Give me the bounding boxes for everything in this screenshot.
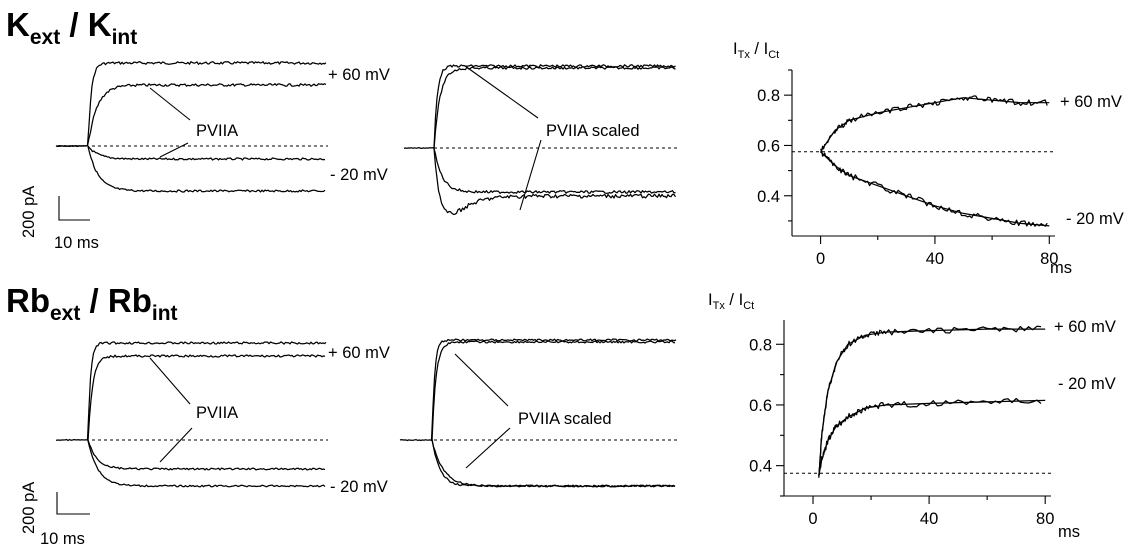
k-scaled-trace-plus60-control bbox=[403, 64, 676, 150]
ylabel-sep: / bbox=[725, 291, 739, 309]
rb-ratio-chart: ITx / ICt ms + 60 mV - 20 mV 0.40.60.80 4… bbox=[708, 291, 1116, 541]
k-scale-x-label: 10 ms bbox=[54, 234, 99, 252]
panel-k-title: Kext / Kint bbox=[6, 6, 137, 49]
series-fit-1 bbox=[820, 151, 1050, 227]
k-ratio-series-label-plus60: + 60 mV bbox=[1060, 93, 1122, 111]
ylabel-main-2: I bbox=[739, 291, 744, 309]
rb-raw-trace-minus20-control bbox=[87, 440, 326, 488]
k-scaled-trace-plus60-pviia bbox=[433, 66, 676, 150]
x-tick-label: 80 bbox=[1040, 250, 1058, 268]
k-raw-traces: PVIIA + 60 mV - 20 mV bbox=[55, 61, 390, 193]
rb-raw-traces: PVIIA + 60 mV - 20 mV bbox=[55, 341, 390, 496]
x-tick-label: 0 bbox=[808, 510, 817, 528]
rb-raw-trace-minus20-pviia bbox=[87, 439, 326, 471]
k-raw-label-plus60: + 60 mV bbox=[328, 66, 390, 84]
y-tick-label: 0.6 bbox=[757, 137, 780, 155]
title-sub-2: int bbox=[152, 302, 178, 325]
k-scale-bar: 200 pA 10 ms bbox=[20, 186, 99, 252]
k-raw-trace-plus60-pviia bbox=[55, 83, 327, 148]
ylabel-sub-1: Tx bbox=[738, 49, 751, 61]
ylabel-main-1: I bbox=[708, 291, 713, 309]
title-main-1: Rb bbox=[6, 282, 50, 319]
k-scaled-label: PVIIA scaled bbox=[546, 122, 640, 140]
k-raw-trace-minus20-pviia bbox=[87, 145, 326, 161]
k-scaled-leader-lower bbox=[519, 139, 542, 211]
k-scaled-traces: PVIIA scaled bbox=[403, 64, 678, 216]
rb-ratio-ylabel: ITx / ICt bbox=[708, 291, 754, 312]
series-fit-0 bbox=[818, 328, 1046, 478]
rb-scale-x-label: 10 ms bbox=[40, 530, 85, 548]
x-tick-label: 0 bbox=[816, 250, 825, 268]
rb-ratio-xlabel: ms bbox=[1058, 523, 1080, 541]
rb-pviia-leader-lower bbox=[159, 427, 193, 463]
k-pviia-label: PVIIA bbox=[196, 122, 238, 140]
y-tick-label: 0.4 bbox=[749, 458, 772, 476]
title-main-2: K bbox=[88, 6, 112, 43]
x-tick-label: 40 bbox=[926, 250, 944, 268]
title-sep: / bbox=[60, 6, 88, 43]
rb-pviia-leader-upper bbox=[149, 357, 191, 405]
rb-raw-label-plus60: + 60 mV bbox=[328, 344, 390, 362]
k-scaled-leader-upper bbox=[464, 65, 539, 119]
panel-rb-title: Rbext / Rbint bbox=[6, 282, 178, 325]
ylabel-sub-1: Tx bbox=[713, 300, 726, 312]
k-scale-y-label: 200 pA bbox=[20, 186, 38, 238]
rb-raw-trace-plus60-control bbox=[55, 341, 327, 442]
k-pviia-leader-upper bbox=[149, 87, 191, 121]
ylabel-sub-2: Ct bbox=[743, 300, 754, 312]
k-raw-label-minus20: - 20 mV bbox=[330, 166, 388, 184]
rb-scaled-label: PVIIA scaled bbox=[518, 410, 612, 428]
rb-scaled-trace-minus20-pviia bbox=[431, 439, 676, 488]
series-fit-0 bbox=[820, 97, 1050, 153]
title-sub-1: ext bbox=[50, 302, 80, 325]
panel-rb: Rbext / Rbint PVIIA + 60 mV - 20 mV 200 … bbox=[6, 282, 1116, 548]
k-scale-bar-lines bbox=[58, 196, 90, 221]
k-ratio-series-label-minus20: - 20 mV bbox=[1066, 210, 1124, 228]
k-raw-trace-minus20-control bbox=[87, 146, 326, 193]
k-scaled-trace-minus20-pviia bbox=[433, 148, 677, 216]
x-tick-label: 40 bbox=[920, 510, 938, 528]
y-tick-label: 0.6 bbox=[749, 397, 772, 415]
k-raw-trace-plus60-control bbox=[55, 61, 327, 148]
k-pviia-leader-lower bbox=[159, 142, 189, 158]
k-ratio-ylabel: ITx / ICt bbox=[733, 40, 779, 61]
rb-ratio-series-label-minus20: - 20 mV bbox=[1058, 375, 1116, 393]
rb-pviia-label: PVIIA bbox=[196, 404, 238, 422]
rb-raw-trace-plus60-pviia bbox=[87, 354, 326, 441]
rb-scaled-traces: PVIIA scaled bbox=[399, 338, 678, 488]
k-scaled-trace-minus20-control bbox=[433, 148, 676, 194]
rb-scaled-trace-plus60-pviia bbox=[431, 340, 676, 441]
y-tick-label: 0.4 bbox=[757, 188, 780, 206]
ylabel-main-2: I bbox=[764, 40, 769, 58]
rb-scale-bar: 200 pA 10 ms bbox=[20, 482, 90, 548]
ylabel-sep: / bbox=[750, 40, 764, 58]
k-ratio-chart: ITx / ICt ms + 60 mV - 20 mV 0.40.60.80 4… bbox=[733, 40, 1124, 277]
y-tick-label: 0.8 bbox=[757, 87, 780, 105]
rb-ratio-series-label-plus60: + 60 mV bbox=[1054, 318, 1116, 336]
y-tick-label: 0.8 bbox=[749, 336, 772, 354]
ylabel-main-1: I bbox=[733, 40, 738, 58]
rb-scaled-trace-minus20-control bbox=[431, 439, 676, 488]
title-main-2: Rb bbox=[108, 282, 152, 319]
ylabel-sub-2: Ct bbox=[768, 49, 779, 61]
title-sub-2: int bbox=[112, 26, 138, 49]
series-trace-1 bbox=[818, 397, 1042, 476]
title-sub-1: ext bbox=[30, 26, 60, 49]
series-trace-1 bbox=[820, 148, 1048, 227]
rb-scaled-leader-lower bbox=[465, 427, 511, 469]
title-sep: / bbox=[80, 282, 108, 319]
rb-scaled-leader-upper bbox=[454, 353, 509, 407]
title-main-1: K bbox=[6, 6, 30, 43]
rb-scale-y-label: 200 pA bbox=[20, 482, 38, 534]
x-tick-label: 80 bbox=[1036, 510, 1054, 528]
series-trace-0 bbox=[820, 95, 1048, 154]
rb-raw-label-minus20: - 20 mV bbox=[330, 478, 388, 496]
series-fit-1 bbox=[818, 399, 1046, 475]
panel-k: Kext / Kint PVIIA + 60 mV - 20 mV 200 pA… bbox=[6, 6, 1124, 277]
rb-scale-bar-lines bbox=[56, 492, 90, 515]
k-ratio-xlabel: ms bbox=[1050, 259, 1072, 277]
